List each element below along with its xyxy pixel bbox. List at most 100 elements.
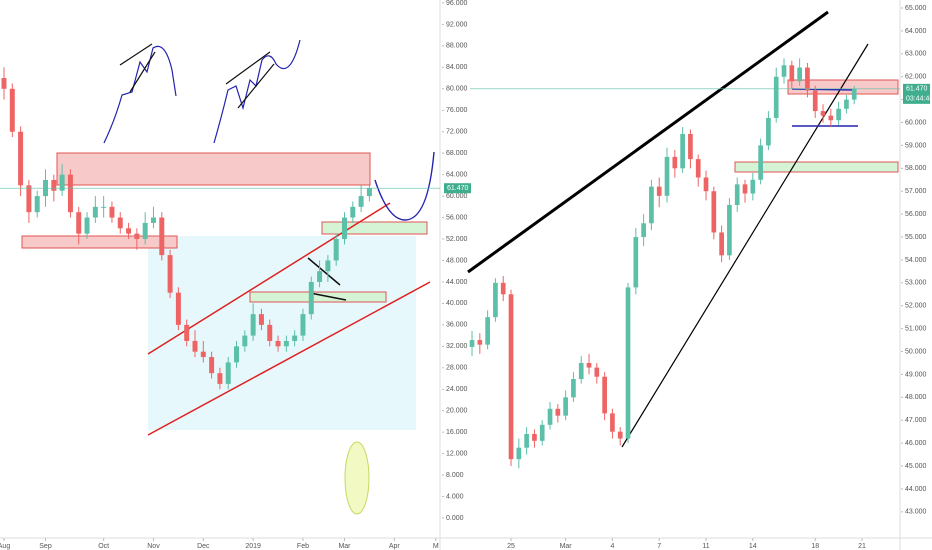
candle-body	[773, 76, 779, 118]
y-tick-label: 20.000	[446, 408, 468, 415]
candle-body	[234, 346, 240, 363]
candle-body	[805, 67, 810, 91]
candle-body	[508, 294, 514, 460]
y-tick-label: 44.000	[446, 279, 468, 286]
y-tick-label: 4.000	[446, 493, 464, 500]
y-tick-label: 44.000	[905, 486, 927, 493]
candle-body	[500, 282, 506, 295]
y-tick-label: 59.000	[905, 142, 927, 149]
candle-body	[184, 324, 190, 341]
candle-body	[258, 314, 264, 325]
candle-body	[159, 217, 165, 256]
candle-body	[820, 111, 826, 116]
candle-body	[292, 335, 298, 341]
candle-body	[342, 217, 347, 240]
y-tick-label: 65.000	[905, 5, 927, 12]
candle-body	[175, 292, 181, 325]
y-tick-label: 43.000	[905, 509, 927, 516]
x-tick-label: M	[433, 543, 439, 550]
x-tick-label: 2019	[245, 543, 261, 550]
pattern-sketch	[103, 45, 177, 144]
resistance-zone	[21, 235, 178, 249]
x-tick-label: 14	[749, 543, 757, 550]
candle-body	[851, 88, 857, 100]
candle-body	[192, 340, 198, 352]
candle-body	[1, 78, 7, 89]
x-tick-label: Dec	[197, 543, 210, 550]
candle-body	[789, 65, 795, 82]
resistance-zone	[787, 79, 899, 95]
y-tick-label: 84.000	[446, 64, 468, 71]
candle-body	[532, 433, 537, 441]
resistance-zone	[56, 152, 371, 186]
y-tick-label: 88.000	[446, 43, 468, 50]
candle-body	[109, 206, 115, 218]
annotations-right	[467, 10, 899, 448]
candle-body	[711, 191, 717, 233]
x-tick-label: Mar	[338, 543, 351, 550]
candle-body	[101, 206, 107, 208]
candle-body	[633, 237, 639, 288]
candle-body	[571, 379, 576, 398]
candle-body	[126, 228, 132, 234]
candle-body	[134, 233, 140, 240]
candle-body	[781, 65, 787, 77]
trend-line	[309, 292, 347, 301]
y-tick-label: 28.000	[446, 365, 468, 372]
y-tick-label: 57.000	[905, 188, 927, 195]
y-tick-label: 64.000	[905, 28, 927, 35]
projection-curve	[374, 151, 435, 221]
candle-body	[51, 180, 57, 191]
x-tick-label: Mar	[560, 543, 573, 550]
support-zone	[321, 221, 428, 235]
candle-body	[317, 271, 323, 282]
candle-body	[92, 206, 98, 218]
candle-body	[617, 431, 623, 439]
candle-body	[727, 204, 732, 256]
candle-body	[797, 67, 802, 82]
candle-body	[469, 340, 475, 347]
candle-body	[209, 357, 215, 374]
candle-body	[602, 376, 607, 414]
y-tick-label: 64.000	[446, 171, 468, 178]
candle-body	[695, 159, 701, 178]
x-tick-label: Oct	[98, 543, 109, 550]
candle-body	[200, 351, 206, 358]
y-tick-label: 0.000	[446, 515, 464, 522]
candle-body	[117, 217, 123, 229]
x-tick-label: Aug	[0, 543, 10, 550]
y-tick-label: 96.000	[446, 0, 468, 7]
candle-body	[664, 156, 670, 196]
candle-body	[358, 196, 364, 207]
x-tick-label: Feb	[297, 543, 309, 550]
candle-body	[350, 206, 356, 218]
x-tick-label: 4	[610, 543, 614, 550]
y-tick-label: 58.000	[905, 165, 927, 172]
candle-body	[167, 255, 173, 293]
candle-body	[547, 408, 553, 425]
candle-body	[828, 115, 834, 121]
y-tick-label: 60.000	[905, 119, 927, 126]
candle-body	[836, 108, 841, 121]
candle-body	[84, 217, 90, 234]
candle-body	[594, 367, 600, 377]
y-tick-label: 36.000	[446, 322, 468, 329]
countdown-label: 03:44:46	[906, 96, 932, 103]
candle-body	[308, 281, 314, 315]
y-tick-label: 52.000	[446, 236, 468, 243]
x-tick-label: 11	[702, 543, 709, 550]
y-tick-label: 53.000	[905, 280, 927, 287]
candle-body	[758, 145, 763, 180]
y-tick-label: 40.000	[446, 300, 468, 307]
trend-line	[307, 257, 341, 286]
candle-body	[719, 232, 724, 256]
y-tick-label: 48.000	[905, 394, 927, 401]
trend-line	[621, 43, 869, 448]
y-tick-label: 76.000	[446, 107, 468, 114]
y-tick-label: 47.000	[905, 417, 927, 424]
wedge-lines	[119, 43, 156, 93]
candle-body	[142, 222, 148, 240]
y-tick-label: 56.000	[905, 211, 927, 218]
candle-body	[18, 131, 24, 186]
